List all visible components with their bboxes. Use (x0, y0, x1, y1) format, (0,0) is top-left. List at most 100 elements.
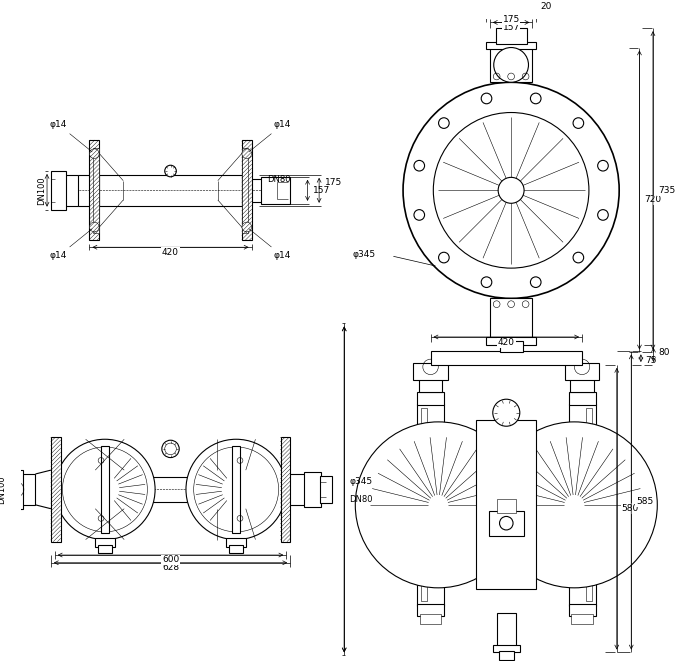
Bar (51, 171, 67, 210)
Circle shape (90, 222, 99, 232)
Bar (496, 613, 516, 647)
Bar (51, 438, 61, 541)
Text: DN80: DN80 (267, 175, 290, 184)
Text: 580: 580 (622, 504, 639, 513)
Bar (413, 363, 448, 380)
Circle shape (194, 447, 279, 532)
Bar (489, 511, 524, 535)
Circle shape (186, 440, 286, 539)
Circle shape (530, 277, 541, 288)
Text: 420: 420 (162, 248, 179, 256)
Text: 75: 75 (646, 356, 657, 364)
Bar (490, 47, 532, 83)
Circle shape (165, 443, 176, 455)
Circle shape (500, 516, 513, 530)
Circle shape (498, 177, 524, 203)
Circle shape (242, 149, 252, 159)
Bar (90, 140, 99, 240)
Bar (417, 392, 444, 406)
Text: φ14: φ14 (249, 120, 291, 152)
Circle shape (493, 399, 520, 426)
Circle shape (55, 440, 155, 539)
Bar (101, 446, 109, 533)
Bar (430, 352, 582, 365)
Circle shape (414, 210, 424, 220)
Circle shape (439, 118, 449, 129)
Bar (65, 175, 78, 206)
Bar (22, 474, 35, 505)
Text: 175: 175 (325, 178, 342, 187)
Text: φ14: φ14 (50, 120, 92, 152)
Circle shape (481, 277, 492, 288)
Bar (421, 408, 426, 601)
Text: φ14: φ14 (50, 228, 92, 260)
Text: 157: 157 (503, 23, 520, 32)
Circle shape (530, 93, 541, 104)
Text: φ345: φ345 (349, 478, 372, 486)
Bar (261, 176, 290, 204)
Bar (568, 604, 596, 616)
Circle shape (433, 113, 589, 268)
Circle shape (573, 252, 583, 263)
Bar (93, 148, 99, 233)
Bar (13, 470, 23, 509)
Circle shape (598, 210, 609, 220)
Circle shape (355, 422, 522, 588)
Circle shape (573, 118, 583, 129)
Bar (486, 337, 537, 345)
Bar (320, 476, 332, 503)
Circle shape (598, 161, 609, 171)
Bar (571, 378, 594, 392)
Bar (281, 438, 290, 541)
Bar (419, 378, 442, 392)
Bar (568, 404, 596, 606)
Bar (586, 408, 592, 601)
Text: 80: 80 (658, 348, 670, 358)
Text: 600: 600 (162, 555, 179, 564)
Text: 20: 20 (540, 3, 551, 11)
Bar (568, 392, 596, 406)
Bar (304, 472, 321, 507)
Circle shape (165, 165, 176, 176)
Text: 157: 157 (313, 186, 330, 195)
Bar (417, 404, 444, 606)
Bar (564, 363, 599, 380)
Bar (95, 537, 114, 547)
Circle shape (63, 447, 148, 532)
Bar (420, 614, 441, 623)
Bar (486, 42, 537, 49)
Text: 175: 175 (503, 15, 520, 24)
Circle shape (492, 422, 658, 588)
Bar (496, 499, 516, 513)
Text: φ14: φ14 (249, 228, 291, 260)
Text: 420: 420 (498, 338, 515, 347)
Bar (229, 545, 243, 553)
Bar (496, 28, 526, 44)
Text: 585: 585 (636, 498, 653, 506)
Bar (109, 477, 233, 502)
Bar (571, 614, 593, 623)
Text: 735: 735 (658, 186, 675, 195)
Bar (417, 604, 444, 616)
Bar (477, 420, 537, 589)
Bar (498, 651, 514, 660)
Circle shape (494, 47, 528, 83)
Bar (490, 298, 532, 339)
Bar (99, 175, 242, 206)
Bar (226, 537, 245, 547)
Bar (242, 148, 248, 233)
Circle shape (162, 440, 180, 458)
Bar (98, 545, 112, 553)
Circle shape (481, 93, 492, 104)
Circle shape (242, 222, 252, 232)
Text: 720: 720 (644, 195, 662, 204)
Text: DN100: DN100 (0, 475, 6, 503)
Bar (500, 341, 523, 352)
Text: φ345: φ345 (353, 250, 376, 259)
Text: DN100: DN100 (37, 176, 46, 204)
Circle shape (90, 149, 99, 159)
Bar (493, 645, 520, 653)
Bar (242, 140, 252, 240)
Bar (233, 446, 240, 533)
Circle shape (403, 83, 619, 298)
